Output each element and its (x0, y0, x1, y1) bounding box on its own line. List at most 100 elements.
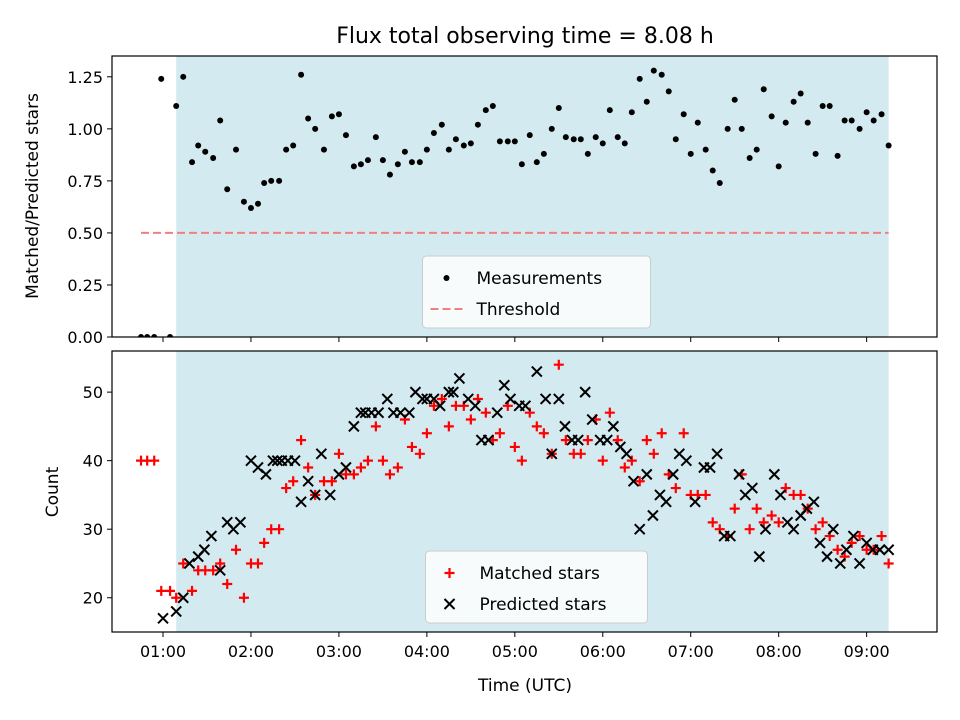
bottom-predicted-stars-point (302, 475, 314, 487)
bottom-matched-stars-point (634, 476, 645, 487)
bottom-matched-stars-point (876, 531, 887, 542)
bottom-axes-frame (111, 350, 938, 633)
top-measurements-point (885, 142, 892, 149)
bottom-predicted-stars-point (447, 386, 459, 398)
top-measurements-point (592, 134, 599, 141)
top-measurements-point (518, 161, 525, 168)
bottom-x-tick-label: 06:00 (580, 642, 626, 661)
top-measurements-point (224, 186, 231, 193)
bottom-matched-stars-point (509, 441, 520, 452)
top-measurements-point (782, 119, 789, 126)
top-measurements-point (680, 111, 687, 118)
bottom-x-tick-label: 02:00 (228, 642, 274, 661)
top-measurements-point (768, 113, 775, 120)
top-measurements-point (687, 150, 694, 157)
bottom-matched-stars-point (751, 503, 762, 514)
bottom-legend-swatch (443, 598, 456, 610)
top-measurements-point (268, 177, 275, 184)
bottom-x-tick-label: 09:00 (844, 642, 890, 661)
top-measurements-point (276, 177, 283, 184)
bottom-predicted-stars-point (641, 468, 653, 481)
bottom-predicted-stars-point (607, 420, 620, 433)
bottom-matched-stars-point (560, 435, 571, 446)
top-measurements-point (540, 150, 547, 157)
bottom-matched-stars-point (817, 517, 828, 528)
bottom-predicted-stars-point (443, 386, 455, 398)
top-measurements-point (467, 140, 474, 147)
top-measurements-point (167, 334, 174, 337)
bottom-predicted-stars-point (482, 434, 495, 446)
top-measurements-point (841, 117, 848, 124)
bottom-matched-stars-point (348, 469, 359, 480)
top-panel-ratio: 0.00 0.25 0.50 0.75 1.00 1.25 Measurements Thre… (67, 55, 938, 347)
bottom-matched-stars-point (231, 544, 242, 555)
bottom-matched-stars-point (538, 428, 549, 439)
bottom-matched-stars-point (288, 476, 299, 487)
bottom-predicted-stars-point (372, 406, 385, 419)
top-measurements-point (261, 179, 268, 186)
bottom-predicted-stars-point (711, 448, 723, 460)
bottom-predicted-stars-point (546, 448, 558, 460)
bottom-predicted-stars-point (498, 379, 510, 391)
bottom-predicted-stars-point (434, 400, 446, 412)
bottom-matched-stars-point (428, 400, 439, 411)
bottom-predicted-stars-point (808, 496, 820, 508)
top-measurements-point (445, 146, 452, 153)
top-measurements-point (290, 142, 297, 149)
bottom-predicted-stars-point (667, 468, 679, 481)
bottom-matched-stars-point (707, 517, 718, 528)
bottom-matched-stars-point (414, 448, 425, 459)
bottom-y-tick-label: 50 (83, 383, 103, 402)
bottom-matched-stars-point (656, 428, 667, 439)
top-measurements-point (856, 125, 863, 132)
top-measurements-point (350, 163, 357, 170)
chart-title: Flux total observing time = 8.08 h (336, 24, 714, 49)
top-measurements-point (665, 88, 672, 95)
bottom-predicted-stars-point (647, 509, 659, 522)
bottom-predicted-stars-point (469, 400, 481, 412)
bottom-legend: Matched stars Predicted stars (425, 550, 648, 624)
bottom-matched-stars-point (846, 537, 857, 548)
bottom-matched-stars-point (259, 537, 270, 548)
bottom-x-tick-label: 04:00 (404, 642, 450, 661)
top-measurements-point (416, 159, 423, 166)
top-measurements-point (452, 136, 459, 143)
top-measurements-point (180, 73, 187, 80)
top-measurements-point (511, 138, 518, 145)
bottom-matched-stars-point (597, 455, 608, 466)
top-measurements-point (430, 130, 437, 137)
bottom-predicted-stars-point (553, 393, 565, 405)
bottom-predicted-stars-point (381, 393, 394, 405)
top-measurements-point (533, 159, 540, 166)
bottom-matched-stars-point (773, 517, 784, 528)
bottom-x-tick-label: 08:00 (756, 642, 802, 661)
bottom-predicted-stars-point (453, 372, 466, 385)
bottom-predicted-stars-point (774, 489, 787, 501)
bottom-matched-stars-point (766, 510, 777, 521)
bottom-matched-stars-point (883, 558, 894, 569)
bottom-predicted-stars-point (324, 489, 336, 501)
top-measurements-point (364, 157, 371, 164)
top-measurements-point (724, 125, 731, 132)
bottom-matched-stars-point (281, 483, 292, 494)
top-legend-label: Measurements (477, 269, 603, 289)
bottom-legend-label: Matched stars (480, 564, 600, 584)
bottom-matched-stars-point (758, 517, 769, 528)
top-measurements-point (379, 157, 386, 164)
bottom-predicted-stars-point (579, 386, 591, 398)
top-measurements-point (210, 154, 217, 161)
bottom-predicted-stars-point (416, 393, 429, 405)
bottom-matched-stars-point (480, 407, 491, 418)
bottom-y-axis-label: Count (43, 466, 63, 517)
top-measurements-point (504, 138, 511, 145)
top-y-tick-label: 0.00 (67, 328, 103, 347)
bottom-predicted-stars-point (234, 516, 247, 529)
top-measurements-point (672, 136, 679, 143)
bottom-predicted-stars-point (183, 557, 196, 570)
top-measurements-point (312, 125, 319, 132)
top-measurements-point (643, 98, 650, 105)
bottom-predicted-stars-point (355, 406, 367, 419)
bottom-matched-stars-point (678, 428, 689, 439)
bottom-predicted-stars-point (295, 496, 307, 508)
bottom-predicted-stars-point (660, 496, 672, 508)
